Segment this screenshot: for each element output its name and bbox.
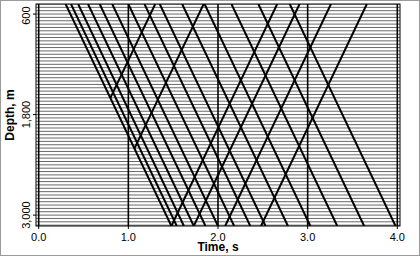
plot-frame xyxy=(36,4,400,226)
event xyxy=(194,4,300,226)
x-tick xyxy=(218,226,219,229)
grid-line xyxy=(217,4,219,226)
y-axis-label: Depth, m xyxy=(3,89,17,140)
y-tick-label: 600 xyxy=(20,6,32,24)
x-tick-label: 4.0 xyxy=(390,231,405,243)
x-tick-label: 0.0 xyxy=(31,231,46,243)
event xyxy=(182,4,288,226)
event xyxy=(88,4,194,226)
x-tick-label: 1.0 xyxy=(121,231,136,243)
event xyxy=(225,4,331,226)
y-tick-label: 3,000 xyxy=(20,201,32,229)
outer-border xyxy=(1,1,420,256)
y-tick xyxy=(33,114,36,115)
plot-area xyxy=(36,4,400,226)
event xyxy=(205,4,311,226)
x-tick xyxy=(307,226,308,229)
y-tick xyxy=(33,215,36,216)
event xyxy=(128,4,234,226)
event xyxy=(112,4,218,226)
x-tick xyxy=(128,226,129,229)
event xyxy=(258,4,364,226)
grid-line xyxy=(397,4,399,226)
event xyxy=(160,4,266,226)
event xyxy=(290,4,396,226)
x-tick xyxy=(397,226,398,229)
event xyxy=(100,4,206,226)
grid-line xyxy=(128,4,130,226)
event xyxy=(66,4,172,226)
event xyxy=(110,4,155,98)
grid-line xyxy=(307,4,309,226)
y-tick xyxy=(33,14,36,15)
event xyxy=(261,4,367,226)
x-axis-label: Time, s xyxy=(197,240,238,254)
x-tick xyxy=(38,226,39,229)
y-tick-label: 1,800 xyxy=(20,101,32,129)
grid-line xyxy=(38,4,40,226)
event xyxy=(78,4,184,226)
x-tick-label: 3.0 xyxy=(300,231,315,243)
